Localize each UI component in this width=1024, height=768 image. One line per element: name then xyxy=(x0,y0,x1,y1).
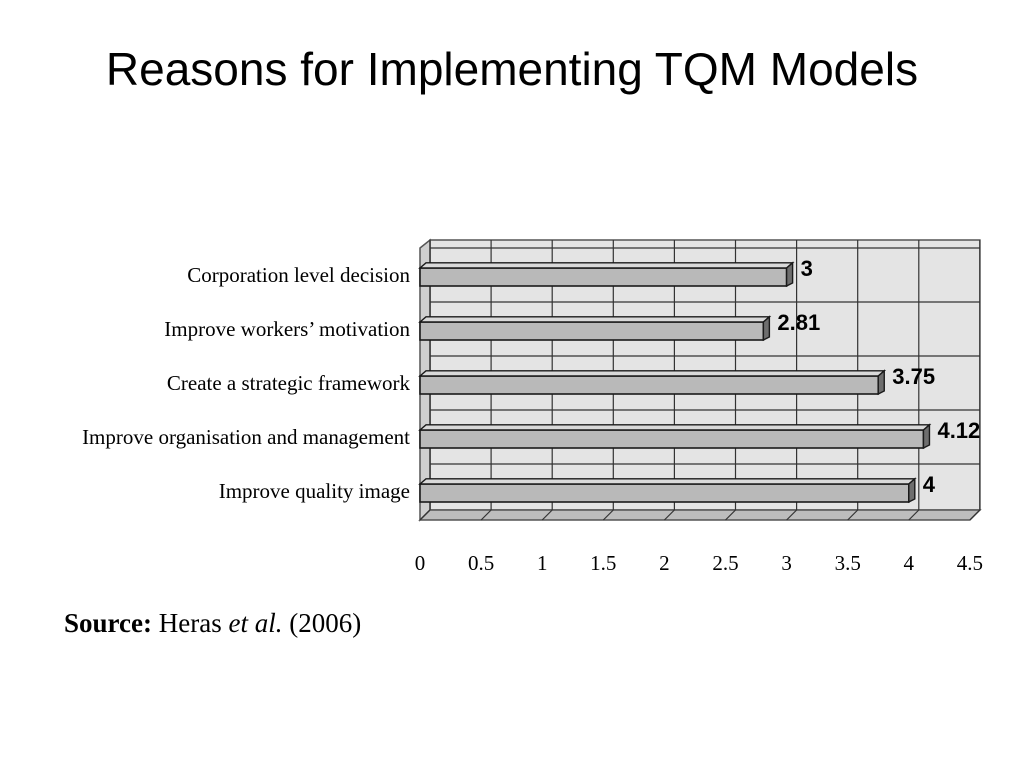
gridline-floor xyxy=(786,509,798,521)
bar-front xyxy=(419,429,925,449)
gridline-floor xyxy=(725,509,736,521)
data-label: 4.12 xyxy=(937,418,980,443)
gridline-floor xyxy=(541,509,553,521)
x-tick-label: 4 xyxy=(904,551,915,575)
x-tick-label: 1 xyxy=(537,551,548,575)
data-label: 4 xyxy=(923,472,936,497)
bar-top xyxy=(418,424,932,431)
category-label: Improve workers’ motivation xyxy=(164,317,410,341)
source-prefix: Source: xyxy=(64,608,152,638)
source-etal: et al. xyxy=(228,608,283,638)
source-citation: Source: Heras et al. (2006) xyxy=(64,608,361,639)
bar-top xyxy=(418,262,795,269)
gridline-floor xyxy=(908,509,920,521)
category-label: Improve quality image xyxy=(219,479,410,503)
x-tick-label: 0 xyxy=(415,551,426,575)
source-year: (2006) xyxy=(289,608,362,638)
bar-front xyxy=(419,375,880,395)
bar-end xyxy=(908,477,916,504)
x-tick-label: 2 xyxy=(659,551,670,575)
data-label: 3.75 xyxy=(892,364,935,389)
bar-end xyxy=(762,315,771,342)
bar-top xyxy=(418,316,772,323)
bar xyxy=(418,315,772,342)
gridline-floor xyxy=(419,509,431,521)
gridline-floor xyxy=(969,509,981,521)
slide-title: Reasons for Implementing TQM Models xyxy=(105,43,919,95)
bar xyxy=(418,477,917,504)
bar-end xyxy=(785,261,794,288)
gridline-floor xyxy=(480,509,492,521)
x-tick-label: 3 xyxy=(781,551,792,575)
category-label: Create a strategic framework xyxy=(167,371,411,395)
bar xyxy=(418,261,795,288)
data-label: 2.81 xyxy=(777,310,820,335)
category-label: Improve organisation and management xyxy=(82,425,410,449)
x-tick-label: 0.5 xyxy=(468,551,494,575)
bar-front xyxy=(419,483,910,503)
bar-chart: Corporation level decision Improve worker… xyxy=(82,238,983,575)
x-tick-label: 3.5 xyxy=(835,551,861,575)
bar-top xyxy=(418,478,917,485)
x-tick-label: 4.5 xyxy=(957,551,983,575)
x-tick-label: 1.5 xyxy=(590,551,616,575)
bar xyxy=(418,423,932,450)
bar xyxy=(418,369,887,396)
bar-front xyxy=(419,267,788,287)
plot-floor xyxy=(418,509,982,521)
x-tick-label: 2.5 xyxy=(712,551,738,575)
bar-end xyxy=(922,423,931,450)
gridline-floor xyxy=(602,509,614,521)
gridline-floor xyxy=(847,509,859,521)
bar-front xyxy=(419,321,765,341)
category-label: Corporation level decision xyxy=(187,263,410,287)
gridline-floor xyxy=(663,509,675,521)
data-label: 3 xyxy=(801,256,813,281)
bar-end xyxy=(877,369,885,396)
source-author: Heras xyxy=(158,608,222,638)
bar-top xyxy=(418,370,887,377)
